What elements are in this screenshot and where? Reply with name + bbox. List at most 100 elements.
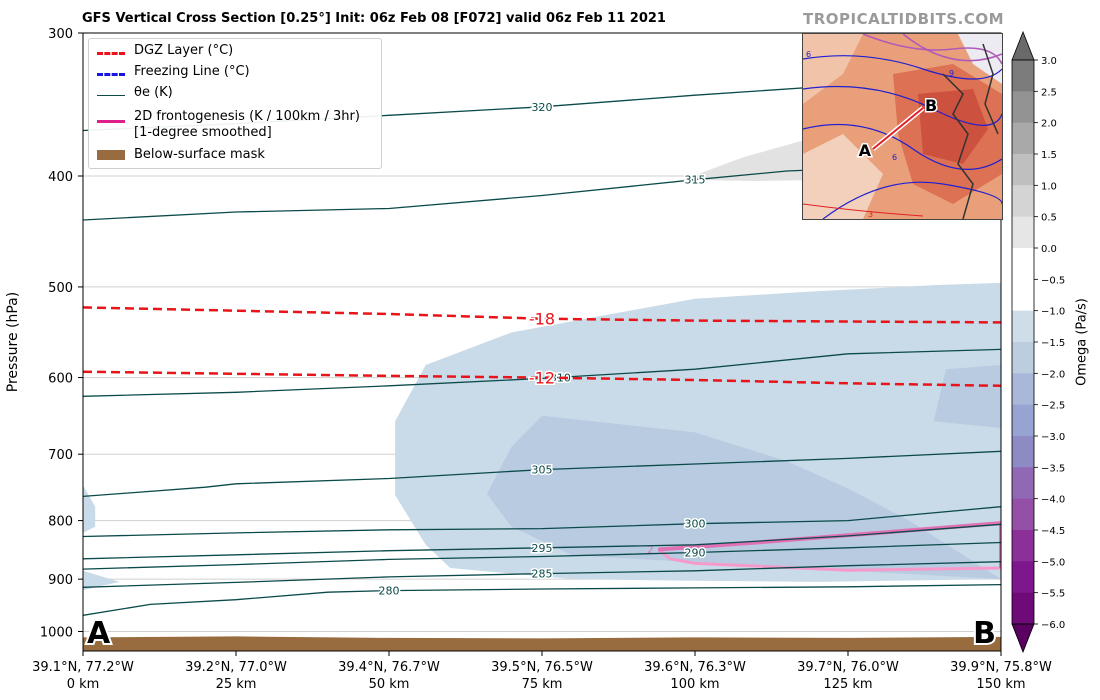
colorbar-segment (1012, 248, 1034, 280)
colorbar-tick-label: 0.0 (1041, 244, 1057, 255)
freezing-line-swatch (97, 73, 125, 76)
colorbar-tick-label: −1.0 (1041, 307, 1065, 318)
colorbar-tick-label: −3.0 (1041, 432, 1065, 443)
y-axis-label-text: Pressure (hPa) (5, 291, 21, 393)
theta-e-swatch (97, 95, 125, 96)
colorbar-tick-label: 2.0 (1041, 119, 1057, 130)
x-tick-distance-label: 100 km (670, 677, 719, 692)
theta-e-contour (83, 561, 1001, 588)
colorbar-tick-label: −0.5 (1041, 275, 1065, 286)
dgz-swatch (97, 52, 125, 55)
inset-northeast (958, 34, 1002, 84)
theta-e-contour-label: 285 (532, 568, 553, 581)
theta-e-contour (83, 348, 1001, 397)
colorbar-segment (1012, 404, 1034, 437)
colorbar-segment (1012, 561, 1034, 594)
x-tick-coordinate-label: 39.6°N, 76.3°W (644, 660, 746, 675)
omega-shading-left (83, 485, 120, 591)
inset-contour-label: 6 (806, 50, 811, 59)
colorbar-tick-label: 2.5 (1041, 87, 1057, 98)
theta-e-contour (83, 523, 1001, 560)
colorbar-segment (1012, 279, 1034, 312)
inset-contour-label: 6 (892, 153, 897, 162)
y-tick-label: 300 (48, 27, 73, 42)
y-tick-label: 1000 (40, 626, 73, 641)
dgz-isotherm-label: -18 (529, 310, 555, 329)
colorbar-segment (1012, 373, 1034, 406)
endpoint-a-label: A (87, 616, 111, 651)
frontogenesis-label: 2 (647, 544, 654, 557)
legend-label: Below-surface mask (134, 147, 265, 162)
inset-contour-purple (862, 34, 1002, 65)
inset-section-line (872, 107, 924, 150)
colorbar-segment (1012, 498, 1034, 531)
x-tick-coordinate-label: 39.2°N, 77.0°W (185, 660, 287, 675)
colorbar-segment (1012, 122, 1034, 155)
colorbar-extend-bottom (1011, 623, 1035, 654)
inset-contour-label: 9 (949, 69, 954, 78)
legend-label: θe (K) (134, 85, 173, 100)
y-tick-label: 500 (48, 281, 73, 296)
inset-light-region (803, 134, 883, 219)
y-tick-label: 800 (48, 515, 73, 530)
theta-e-contour (83, 450, 1001, 498)
inset-isotherm (803, 123, 1002, 170)
theta-e-contour (83, 541, 1001, 570)
colorbar-tick-label: −2.0 (1041, 369, 1065, 380)
legend: DGZ Layer (°C) Freezing Line (°C) θe (K)… (88, 38, 382, 169)
x-tick-distance-label: 150 km (976, 677, 1025, 692)
surface-mask-swatch (97, 150, 125, 160)
y-tick-label: 600 (48, 372, 73, 387)
colorbar-segment (1012, 342, 1034, 374)
colorbar-segment (1012, 185, 1034, 218)
theta-e-contour-label: 295 (532, 542, 553, 555)
dgz-isotherm (83, 306, 1001, 324)
colorbar-segment (1012, 154, 1034, 186)
colorbar-segment (1012, 530, 1034, 562)
colorbar-segment (1012, 91, 1034, 124)
theta-e-contour-label: 320 (532, 101, 553, 114)
inset-coastline (982, 43, 999, 135)
y-tick-label: 400 (48, 170, 73, 185)
below-surface-mask (83, 636, 1001, 651)
colorbar-tick-label: −6.0 (1041, 620, 1065, 631)
legend-label: 2D frontogenesis (K / 100km / 3hr) (134, 109, 360, 124)
dgz-isotherm (83, 370, 1001, 388)
inset-point-b-label: B (925, 96, 937, 115)
y-tick-label: 700 (48, 448, 73, 463)
colorbar-tick-label: 1.5 (1041, 150, 1057, 161)
colorbar-segment (1012, 310, 1034, 343)
omega-shading-right (933, 365, 1001, 428)
x-tick-coordinate-label: 39.7°N, 76.0°W (797, 660, 899, 675)
axes: 300 400 500 600 700 800 900 1000 39.1°N, 77.2°W 0… (32, 27, 1052, 692)
theta-e-contour-label: 290 (685, 546, 706, 559)
inset-contour-purple (902, 34, 1002, 62)
y-tick-label: 900 (48, 573, 73, 588)
colorbar-label-text: Omega (Pa/s) (1074, 298, 1090, 386)
colorbar-segment (1012, 592, 1034, 625)
x-tick-distance-label: 75 km (522, 677, 563, 692)
inset-red-contour (803, 203, 924, 217)
inset-darkest-region (918, 89, 988, 164)
theta-e-contour-label: 280 (379, 585, 400, 598)
x-tick-distance-label: 0 km (67, 677, 100, 692)
colorbar-tick-label: −4.0 (1041, 495, 1065, 506)
inset-point-a-label: A (859, 141, 872, 160)
inset-isotherm (803, 55, 1002, 80)
colorbar-tick-label: −5.5 (1041, 589, 1065, 600)
x-tick-distance-label: 50 km (369, 677, 410, 692)
colorbar-segment (1012, 467, 1034, 500)
colorbar-tick-label: −3.5 (1041, 463, 1065, 474)
colorbar-segment (1012, 436, 1034, 468)
omega-shading-mid (486, 415, 1001, 580)
colorbar-tick-label: 1.0 (1041, 181, 1057, 192)
frontogenesis-swatch (97, 120, 125, 123)
x-tick-coordinate-label: 39.4°N, 76.7°W (338, 660, 440, 675)
colorbar-tick-label: −1.5 (1041, 338, 1065, 349)
theta-e-contour-label: 315 (685, 174, 706, 187)
endpoint-b-label: B (973, 616, 996, 651)
colorbar-extend-top (1011, 30, 1035, 61)
colorbar-segment (1012, 60, 1034, 92)
